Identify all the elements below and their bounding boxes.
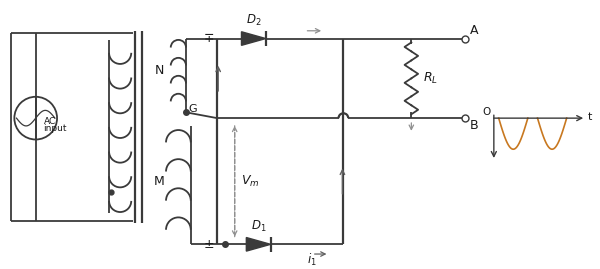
Polygon shape xyxy=(241,32,266,45)
Text: A: A xyxy=(470,24,478,37)
Text: $i_1$: $i_1$ xyxy=(307,252,317,268)
Text: M: M xyxy=(154,175,164,188)
Text: $R_L$: $R_L$ xyxy=(423,71,438,86)
Text: $D_1$: $D_1$ xyxy=(251,218,266,234)
Text: t: t xyxy=(588,112,592,122)
Polygon shape xyxy=(247,238,271,251)
Text: $V_m$: $V_m$ xyxy=(241,174,259,189)
Text: ∓: ∓ xyxy=(204,32,214,45)
Text: ±: ± xyxy=(203,238,214,251)
Text: N: N xyxy=(154,64,164,77)
Text: G: G xyxy=(188,104,197,114)
Text: input: input xyxy=(43,124,67,133)
Text: AC: AC xyxy=(43,116,56,126)
Text: O: O xyxy=(482,107,491,117)
Text: B: B xyxy=(470,119,478,132)
Text: $D_2$: $D_2$ xyxy=(246,13,262,28)
